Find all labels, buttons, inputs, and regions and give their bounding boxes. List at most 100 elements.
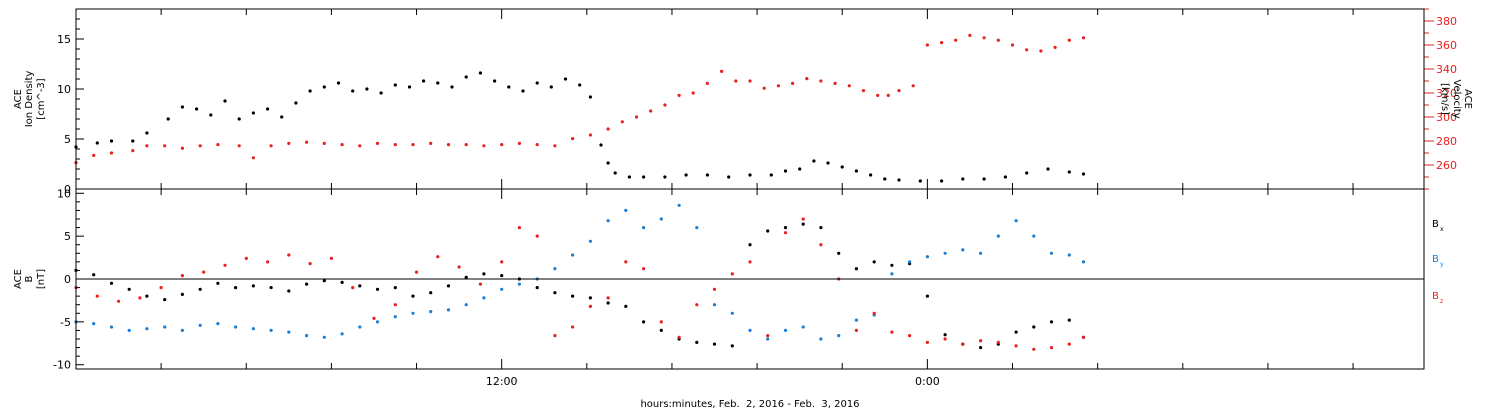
velocity-point [251, 156, 255, 160]
bx-point [801, 222, 805, 226]
ion-density-point [578, 83, 582, 87]
legend-bz-main: B [1432, 291, 1439, 302]
ion-density-point [266, 107, 270, 111]
velocity-tick-label: 360 [1436, 39, 1457, 52]
velocity-point [145, 144, 149, 148]
ion-density-point [705, 173, 710, 177]
legend-by-sub: y [1440, 261, 1444, 268]
by-point [500, 287, 504, 291]
by-point [961, 248, 965, 252]
bx-point [358, 284, 362, 288]
velocity-point [588, 133, 593, 137]
velocity-point [446, 143, 451, 147]
velocity-point [375, 141, 380, 145]
velocity-point [833, 81, 837, 85]
bx-point [92, 273, 96, 277]
bx-point [1067, 318, 1071, 322]
ion-density-point [294, 101, 298, 105]
velocity-point [237, 144, 241, 148]
ion-density-point [982, 177, 986, 181]
bx-point [482, 272, 486, 276]
velocity-point [287, 141, 291, 145]
velocity-point [553, 144, 557, 148]
bz-point [1081, 335, 1086, 339]
by-point [695, 226, 699, 230]
legend-bx-sub: x [1440, 226, 1444, 233]
by-point [979, 251, 983, 255]
ion-density-point [351, 89, 355, 93]
bz-point [138, 296, 142, 300]
by-point [198, 323, 202, 327]
velocity-axis-label-line-3: [km/s] [1439, 83, 1450, 115]
density-tick-label: 5 [64, 133, 71, 146]
ion-density-point [209, 113, 213, 117]
b-tick-label: -10 [53, 359, 71, 372]
bz-point [766, 334, 770, 338]
ion-density-point [854, 169, 859, 173]
velocity-point [606, 127, 610, 131]
by-point [890, 272, 894, 276]
ion-density-point [748, 173, 752, 177]
bz-point [95, 294, 99, 298]
velocity-point [1067, 38, 1071, 42]
bx-point [890, 263, 894, 267]
by-point [783, 328, 788, 332]
velocity-tick-label: 380 [1436, 15, 1457, 28]
velocity-point [198, 144, 202, 148]
ion-density-point [131, 139, 135, 143]
bx-point [340, 280, 344, 284]
bz-point [996, 340, 1000, 344]
bx-point [163, 298, 167, 302]
ion-density-point [109, 139, 114, 143]
bx-point [624, 304, 628, 308]
bz-point [854, 328, 859, 332]
by-point [996, 234, 1000, 238]
velocity-point [216, 143, 220, 147]
velocity-point [500, 143, 504, 147]
bx-point [943, 333, 947, 337]
ion-density-point [684, 173, 688, 177]
bx-point [375, 287, 380, 291]
bx-point [127, 287, 131, 291]
by-point [517, 282, 522, 286]
bx-point [819, 226, 823, 230]
density-axis-label-line-3: [cm^-3] [36, 78, 47, 119]
ion-density-point [365, 87, 369, 91]
by-point [801, 325, 805, 329]
by-point [446, 308, 451, 312]
bx-point [837, 251, 841, 255]
by-point [393, 315, 397, 319]
velocity-point [762, 86, 766, 90]
legend-bx-main: B [1432, 219, 1439, 230]
bz-point [414, 270, 419, 274]
bz-point [517, 226, 522, 230]
by-point [92, 322, 96, 326]
bx-point [1049, 320, 1054, 324]
bz-point [801, 217, 805, 221]
bz-point [500, 260, 504, 264]
velocity-point [393, 143, 397, 147]
by-point [748, 328, 752, 332]
bz-point [1067, 342, 1071, 346]
by-point [464, 303, 468, 307]
b-tick-label: -5 [60, 316, 71, 329]
by-point [730, 311, 734, 315]
by-point [606, 219, 610, 223]
ion-density-point [251, 111, 255, 115]
velocity-point [464, 143, 468, 147]
ion-density-point [940, 179, 944, 183]
ion-density-point [308, 89, 312, 93]
ion-density-point [478, 71, 482, 75]
velocity-point [861, 89, 866, 93]
bx-point [287, 289, 291, 293]
velocity-point [305, 140, 309, 144]
by-point [180, 328, 184, 332]
bz-point [117, 299, 121, 303]
bx-point [925, 294, 930, 298]
bx-point [269, 286, 273, 290]
velocity-point [163, 144, 167, 148]
ion-density-point [322, 85, 326, 89]
by-point [712, 303, 717, 307]
bz-point [588, 304, 593, 308]
